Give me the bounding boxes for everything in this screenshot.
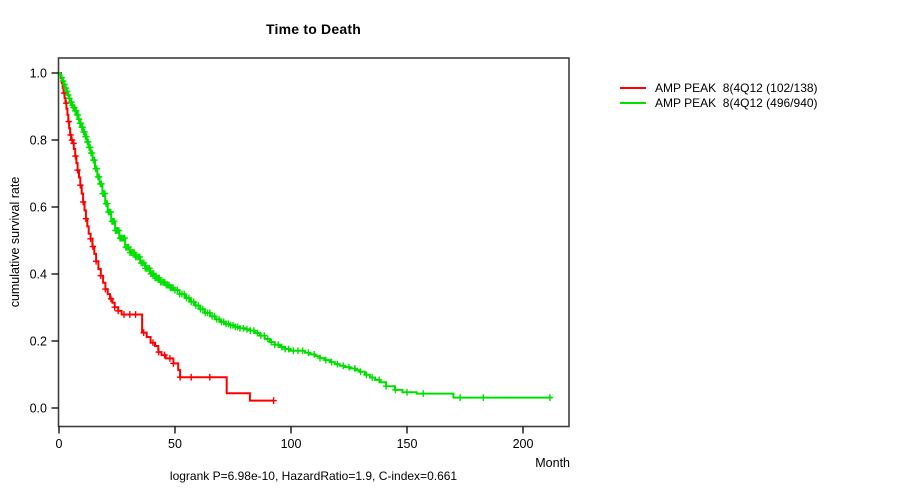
legend-label-group2: AMP PEAK 8(4Q12 (496/940) [655,95,818,110]
svg-text:150: 150 [397,437,418,451]
legend-line-green-icon [620,101,646,104]
x-axis-label: Month [535,456,570,470]
svg-text:200: 200 [513,437,534,451]
svg-text:0.2: 0.2 [30,334,47,348]
stats-footnote: logrank P=6.98e-10, HazardRatio=1.9, C-i… [169,469,458,483]
svg-text:100: 100 [281,437,302,451]
svg-text:0.0: 0.0 [30,401,47,415]
svg-text:0.4: 0.4 [30,267,47,281]
legend-label-group1: AMP PEAK 8(4Q12 (102/138) [655,81,818,96]
svg-text:50: 50 [168,437,182,451]
legend: AMP PEAK 8(4Q12 (102/138) AMP PEAK 8(4Q1… [620,81,818,110]
legend-item-group2: AMP PEAK 8(4Q12 (496/940) [620,96,818,111]
svg-text:0.8: 0.8 [30,133,47,147]
legend-item-group1: AMP PEAK 8(4Q12 (102/138) [620,81,818,96]
svg-text:1.0: 1.0 [30,66,47,80]
svg-text:0: 0 [56,437,63,451]
chart-title: Time to Death [266,21,361,37]
svg-text:0.6: 0.6 [30,200,47,214]
legend-line-red-icon [620,87,646,90]
